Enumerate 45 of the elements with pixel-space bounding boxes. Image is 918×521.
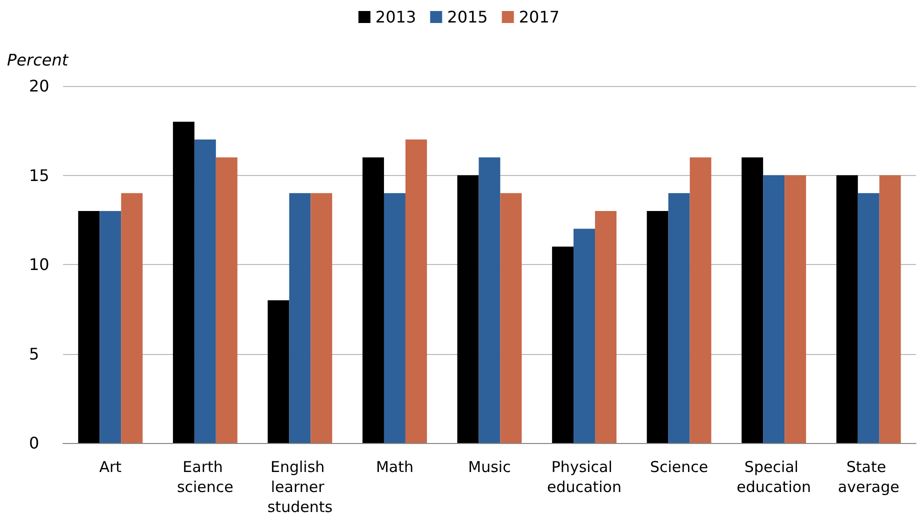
bar bbox=[172, 122, 194, 443]
x-tick-label: Physical education bbox=[547, 458, 622, 496]
bar bbox=[362, 157, 384, 443]
bar bbox=[100, 210, 122, 443]
bar bbox=[268, 300, 290, 443]
bar bbox=[763, 175, 785, 443]
bar bbox=[858, 193, 880, 443]
bar bbox=[668, 193, 690, 443]
x-tick-label: Art bbox=[99, 458, 122, 476]
bar bbox=[457, 175, 479, 443]
bar bbox=[478, 157, 500, 443]
x-tick-label: English learner students bbox=[267, 458, 333, 516]
x-tick-label: Music bbox=[468, 458, 511, 476]
legend-label: 2015 bbox=[447, 8, 488, 26]
bar bbox=[784, 175, 806, 443]
y-tick-label: 20 bbox=[29, 76, 50, 96]
bar bbox=[78, 210, 100, 443]
y-tick-label: 0 bbox=[29, 434, 40, 452]
bar bbox=[595, 210, 616, 443]
x-tick-label: Special education bbox=[736, 458, 812, 496]
legend-label: 2013 bbox=[375, 8, 416, 26]
y-tick-label: 5 bbox=[29, 344, 40, 364]
y-axis-title: Percent bbox=[7, 50, 69, 70]
bar bbox=[500, 193, 522, 443]
bar bbox=[879, 175, 901, 443]
bar bbox=[121, 193, 143, 443]
bar bbox=[310, 193, 332, 443]
bar bbox=[194, 140, 216, 443]
bar bbox=[216, 157, 238, 443]
y-tick-label: 10 bbox=[29, 255, 50, 274]
legend-label: 2017 bbox=[518, 8, 560, 26]
x-tick-label: Math bbox=[376, 458, 414, 476]
x-tick-label: State average bbox=[838, 458, 900, 496]
bar bbox=[574, 228, 596, 443]
bar bbox=[552, 246, 574, 443]
y-tick-label: 15 bbox=[29, 166, 50, 185]
bar bbox=[836, 175, 858, 443]
bar bbox=[289, 193, 311, 443]
bar bbox=[405, 140, 427, 443]
bar bbox=[742, 157, 764, 443]
bar bbox=[646, 210, 668, 443]
bar bbox=[384, 193, 406, 443]
x-tick-label: Science bbox=[650, 458, 708, 476]
x-tick-label: Earth science bbox=[176, 458, 234, 496]
bar bbox=[690, 157, 712, 443]
